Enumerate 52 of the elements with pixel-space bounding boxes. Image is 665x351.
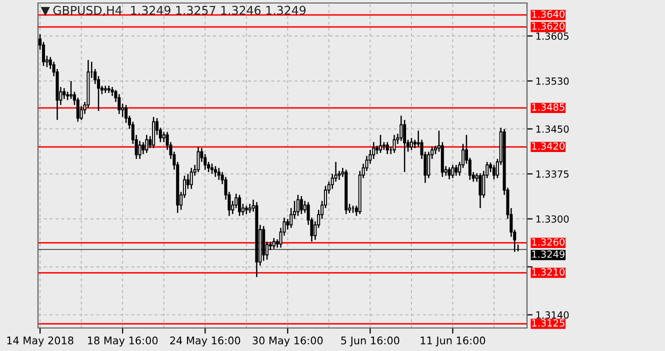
candlestick [142, 141, 145, 155]
candlestick [492, 164, 496, 180]
y-tick-label: 1.3375 [536, 170, 569, 178]
y-tick-label: 1.3530 [536, 77, 569, 85]
candlestick [145, 134, 148, 154]
y-tick-label: 1.3605 [536, 32, 569, 40]
x-tick-label: 11 Jun 16:00 [420, 336, 486, 346]
candlestick [427, 151, 430, 179]
x-tick-label: 30 May 16:00 [252, 336, 323, 346]
candlestick [403, 119, 406, 173]
chart-title: GBPUSD,H4 1.3249 1.3257 1.3246 1.3249 [53, 6, 306, 16]
candlestick [138, 140, 142, 160]
ref-line-label: 1.3125 [532, 319, 564, 327]
x-tick-label: 5 Jun 16:00 [341, 336, 400, 346]
candlestick [300, 195, 303, 215]
candlestick [217, 167, 220, 181]
ref-line-label: 1.3260 [532, 238, 565, 246]
candlestick [400, 115, 403, 142]
candlestick [454, 164, 458, 176]
x-tick-label: 24 May 16:00 [170, 336, 240, 346]
candlestick [392, 134, 396, 154]
candlestick [118, 94, 121, 115]
x-tick-label: 14 May 2018 [7, 336, 74, 346]
y-tick-label: 1.3300 [536, 215, 569, 223]
candlestick [378, 134, 382, 154]
candlestick [451, 164, 454, 179]
candlestick [196, 146, 200, 173]
ref-line-label: 1.3210 [532, 268, 565, 276]
x-tick-label: 18 May 16:00 [88, 336, 158, 346]
y-tick-label: 1.3140 [536, 311, 569, 319]
candlestick [214, 165, 217, 178]
candlestick [210, 163, 214, 175]
candlestick [152, 116, 156, 149]
candlestick [296, 194, 300, 216]
candlestick [386, 141, 389, 155]
candlestick [62, 88, 66, 100]
candlestick [190, 167, 193, 190]
candlestick [410, 137, 413, 151]
ref-line-label: 1.3620 [532, 22, 565, 30]
candlestick [238, 194, 242, 216]
ref-line-label: 1.3249 [532, 250, 564, 258]
candlestick [162, 131, 166, 143]
y-tick-label: 1.3450 [536, 125, 569, 133]
ref-line-label: 1.3640 [532, 10, 565, 18]
candlestick [478, 172, 482, 209]
ref-line-label: 1.3420 [532, 142, 565, 150]
candlestick [107, 85, 110, 94]
candlestick [286, 218, 290, 230]
candlestick [372, 141, 376, 160]
candlestick [69, 80, 73, 100]
ref-line-label: 1.3485 [532, 103, 564, 111]
candlestick [448, 166, 451, 180]
